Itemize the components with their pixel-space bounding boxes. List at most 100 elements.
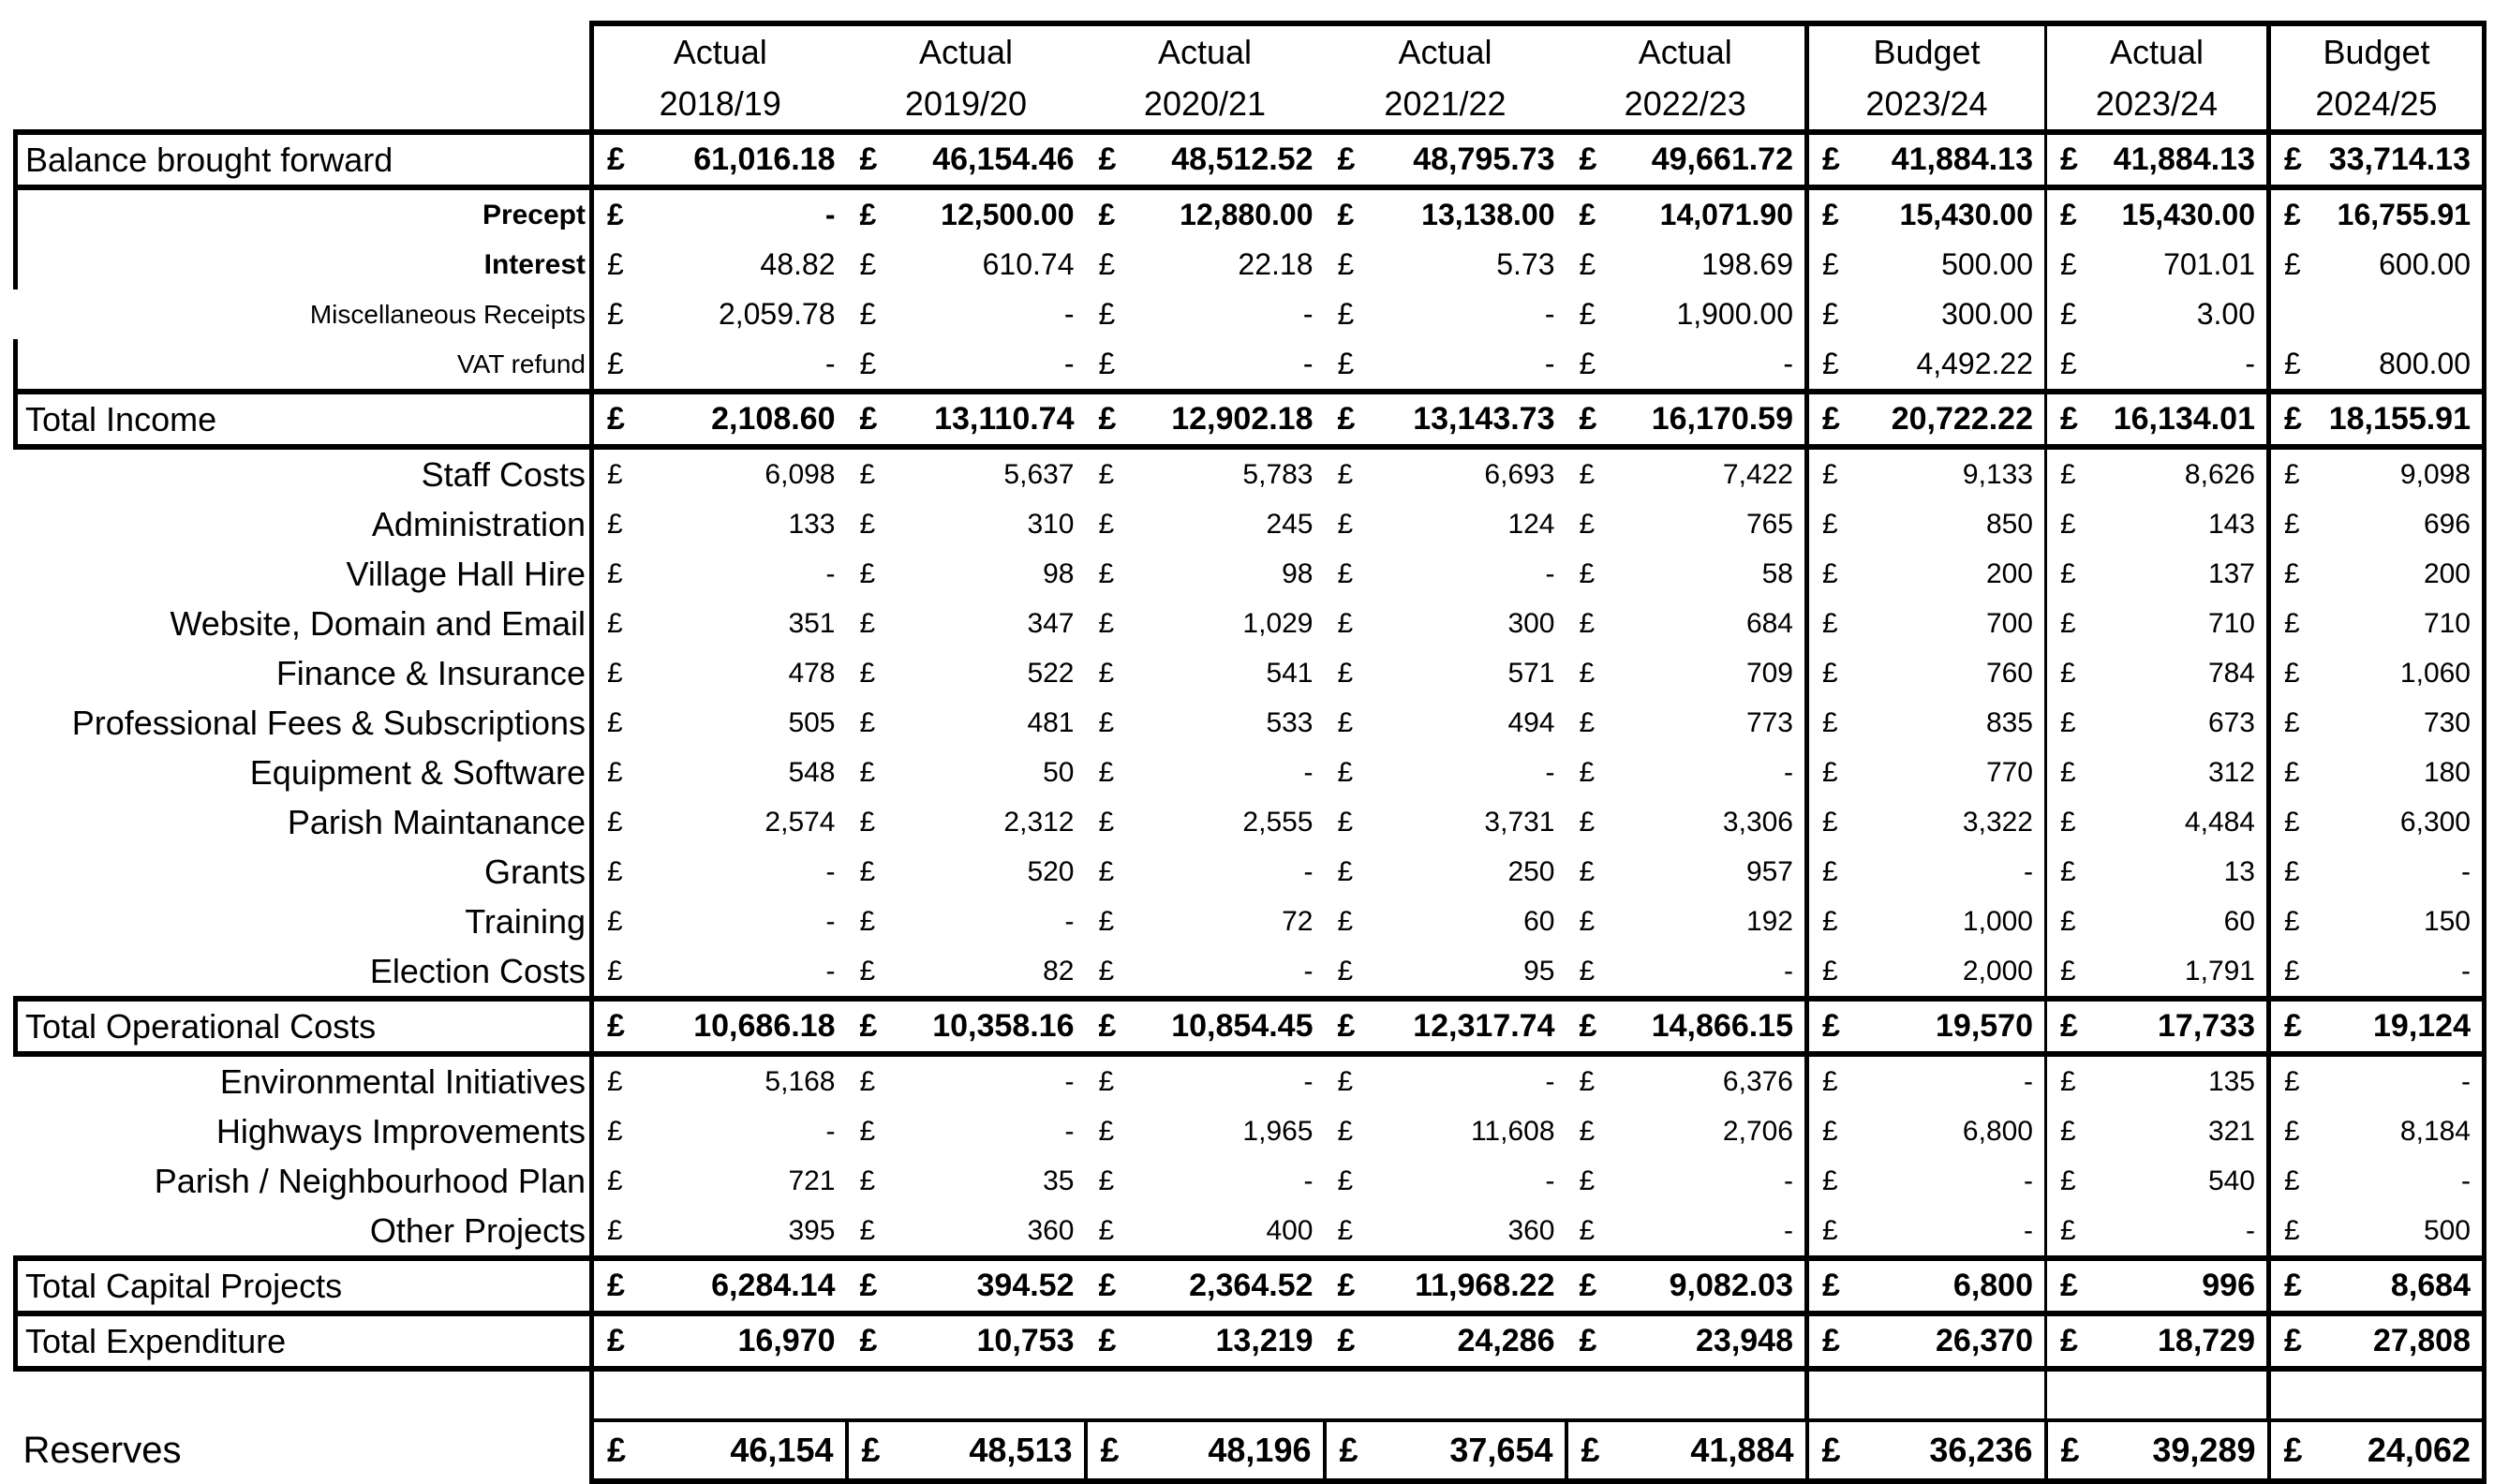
table-row: Staff Costs £6,098 £5,637 £5,783 £6,693 £7,42…: [15, 447, 2487, 499]
currency-symbol: £: [2044, 698, 2084, 748]
currency-symbol: £: [1579, 607, 1596, 639]
cell-value: -: [1545, 756, 1555, 788]
currency-symbol: £: [2266, 897, 2307, 946]
table-row: Equipment & Software £548 £50 £ - £ - £ - £770 £31…: [15, 748, 2487, 797]
cell-value: 15,430.00: [1899, 198, 2033, 231]
cell-value: -: [1063, 297, 1075, 331]
currency-symbol: £: [2044, 339, 2084, 392]
row-label: Finance & Insurance: [15, 648, 594, 698]
cell-value: -: [2306, 946, 2487, 999]
cell-value: [2306, 1369, 2487, 1420]
cell-value: 17,733: [2083, 996, 2269, 1057]
cell-value: -: [825, 855, 836, 887]
currency-symbol: £: [2044, 1255, 2084, 1316]
header-row: 2018/19 2019/20 2020/21 2021/22 2022/23 2023/…: [16, 78, 2487, 132]
currency-symbol: £: [1085, 996, 1123, 1057]
currency-symbol: £: [1804, 648, 1845, 698]
cell-value: 49,661.72: [1603, 129, 1807, 190]
currency-symbol: £: [1566, 1255, 1604, 1316]
cell-value: 571: [1507, 657, 1555, 689]
currency-symbol: £: [2266, 797, 2307, 847]
cell-value: 8,184: [2306, 1106, 2487, 1156]
cell-value: 18,729: [2083, 1311, 2269, 1372]
cell-value: [1362, 1369, 1566, 1420]
cell-value: 13,138.00: [1421, 198, 1555, 231]
currency-symbol: £: [2044, 1206, 2084, 1258]
currency-symbol: £: [1579, 297, 1596, 331]
currency-symbol: £: [1337, 706, 1354, 738]
currency-symbol: £: [2266, 187, 2307, 240]
cell-value: 360: [1507, 1214, 1555, 1246]
cell-value: 13,143.73: [1361, 389, 1566, 450]
cell-value: 200: [1985, 557, 2033, 589]
table-row: Grants £ - £520 £ - £250 £957 £ - £13 £ -: [15, 847, 2487, 897]
cell-value: 12,880.00: [1180, 198, 1314, 231]
currency-symbol: £: [1098, 1214, 1115, 1246]
cell-value: 16,755.91: [2306, 187, 2487, 240]
cell-value: 41,884.13: [2083, 129, 2269, 190]
currency-symbol: £: [1579, 1065, 1596, 1097]
cell-value: 300.00: [1941, 297, 2033, 331]
cell-value: 16,134.01: [2083, 389, 2269, 450]
cell-value: 3,322: [1962, 806, 2033, 838]
currency-symbol: £: [1804, 946, 1845, 999]
cell-value: -: [1545, 1065, 1555, 1097]
currency-symbol: £: [1804, 447, 1845, 499]
cell-value: 200: [2306, 549, 2487, 599]
currency-symbol: £: [1804, 499, 1845, 549]
currency-symbol: £: [859, 508, 876, 540]
row-label: Other Projects: [15, 1206, 594, 1258]
cell-value: 98: [1043, 557, 1075, 589]
cell-value: 721: [788, 1165, 836, 1196]
cell-value: 15,430.00: [2121, 198, 2255, 231]
currency-symbol: £: [1804, 996, 1845, 1057]
currency-symbol: £: [1098, 557, 1115, 589]
cell-value: 478: [788, 657, 836, 689]
column-header-line1: Actual: [589, 21, 847, 78]
row-label: Election Costs: [15, 946, 594, 999]
currency-symbol: £: [589, 1054, 630, 1106]
cell-value: 1,029: [1242, 607, 1314, 639]
cell-value: 150: [2306, 897, 2487, 946]
currency-symbol: £: [589, 240, 630, 289]
cell-value: 400: [1266, 1214, 1314, 1246]
currency-symbol: £: [2044, 447, 2084, 499]
cell-value: 696: [2306, 499, 2487, 549]
cell-value: 192: [1745, 905, 1793, 937]
currency-symbol: £: [1324, 389, 1362, 450]
currency-symbol: £: [859, 955, 876, 987]
currency-symbol: £: [2044, 1106, 2084, 1156]
currency-symbol: £: [2044, 129, 2084, 190]
currency-symbol: £: [1098, 198, 1116, 231]
cell-value: 2,059.78: [718, 297, 836, 331]
currency-symbol: £: [846, 1311, 884, 1372]
cell-value: 133: [788, 508, 836, 540]
currency-symbol: £: [1085, 1255, 1123, 1316]
cell-value: 709: [1745, 657, 1793, 689]
cell-value: 600.00: [2306, 240, 2487, 289]
row-label: Village Hall Hire: [15, 549, 594, 599]
currency-symbol: £: [589, 447, 630, 499]
currency-symbol: £: [1804, 289, 1845, 339]
currency-symbol: £: [1566, 996, 1604, 1057]
cell-value: 520: [1027, 855, 1075, 887]
currency-symbol: £: [2266, 389, 2307, 450]
currency-symbol: £: [1579, 557, 1596, 589]
currency-symbol: £: [2044, 946, 2084, 999]
table-row: Village Hall Hire £ - £98 £98 £ - £58 £200 £137 £2…: [15, 549, 2487, 599]
currency-symbol: £: [2044, 648, 2084, 698]
currency-symbol: £: [589, 748, 630, 797]
row-label: Environmental Initiatives: [15, 1054, 594, 1106]
cell-value: -: [824, 198, 836, 231]
currency-symbol: £: [1098, 905, 1115, 937]
header-spacer: [16, 23, 592, 78]
currency-symbol: £: [589, 897, 630, 946]
currency-symbol: £: [589, 797, 630, 847]
cell-value: 19,124: [2306, 996, 2487, 1057]
currency-symbol: £: [1337, 955, 1354, 987]
currency-symbol: £: [1804, 339, 1845, 392]
cell-value: 4,492.22: [1916, 347, 2033, 380]
currency-symbol: £: [1324, 1255, 1362, 1316]
currency-symbol: £: [1098, 247, 1116, 281]
currency-symbol: £: [1098, 657, 1115, 689]
